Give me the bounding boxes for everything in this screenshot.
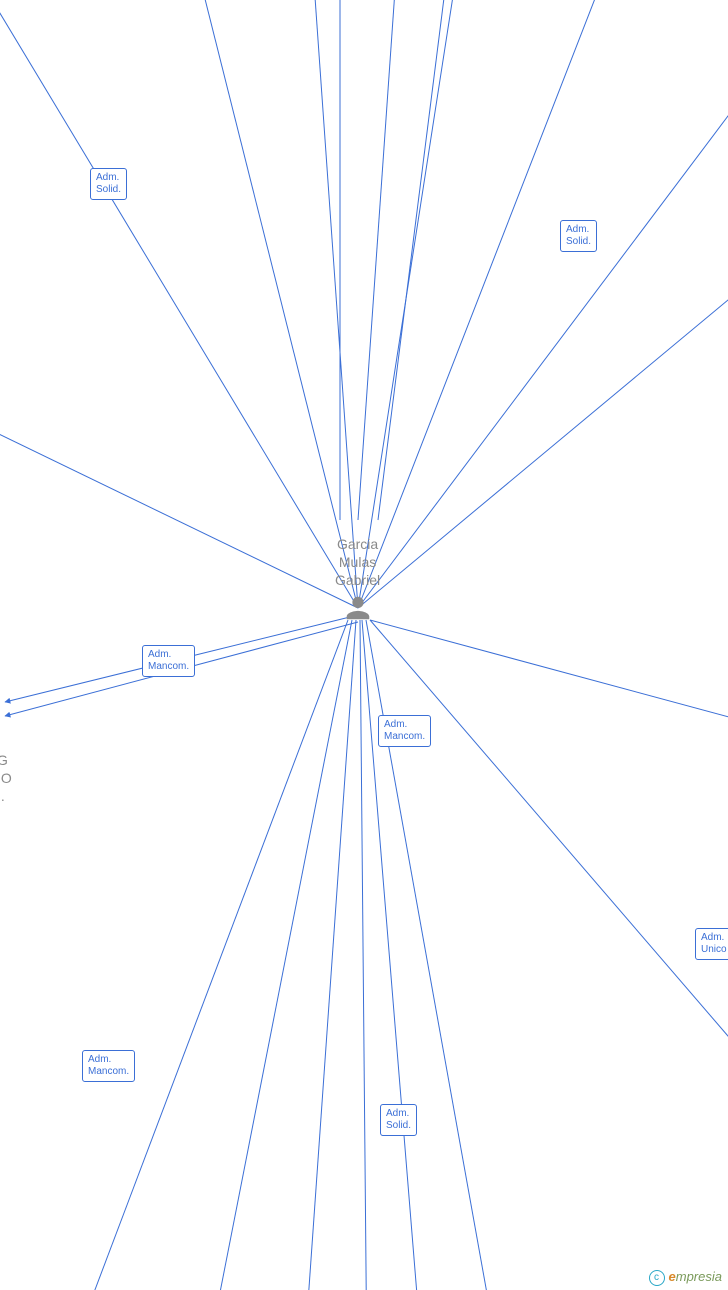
cropped-node-label: G IO .. [0,751,12,805]
edge [370,620,728,1050]
copyright-icon: c [649,1270,665,1286]
edge [358,0,395,520]
edge [378,0,445,520]
edge-label: Adm. Solid. [380,1104,417,1136]
edge-label: Adm. Mancom. [378,715,431,747]
edge [358,100,728,608]
edge [280,620,356,1290]
edge-label: Adm. Unico [695,928,728,960]
edge [140,620,352,1290]
watermark: cempresia [649,1269,722,1286]
edge-label: Adm. Solid. [90,168,127,200]
edge [0,420,358,608]
center-node-label: Garcia Mulas Gabriel [335,535,380,589]
edge [0,0,358,608]
edge [358,290,728,608]
edge-label: Adm. Mancom. [82,1050,135,1082]
edge [370,620,728,720]
edge [360,620,370,1290]
edge-label: Adm. Solid. [560,220,597,252]
edge [280,0,358,608]
edge [0,620,348,1290]
edge [150,0,358,608]
edge [358,0,530,608]
edge-label: Adm. Mancom. [142,645,195,677]
edge [358,0,680,608]
person-icon [344,594,372,627]
